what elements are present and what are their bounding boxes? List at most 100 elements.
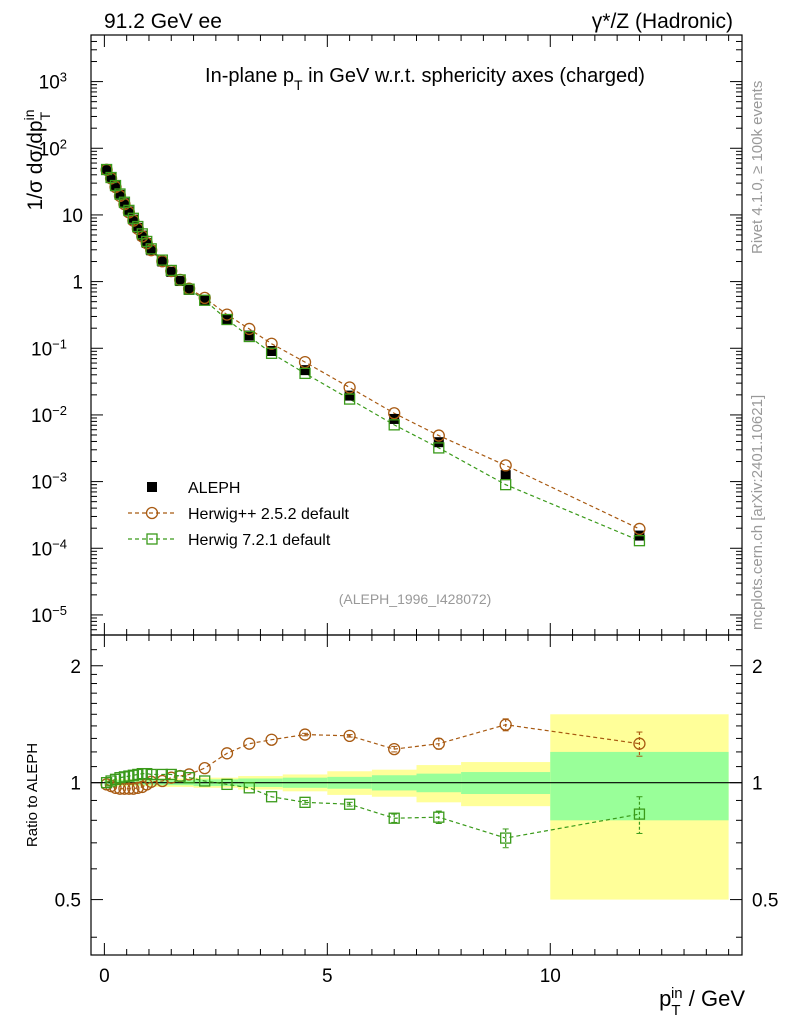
herwig7-ratio-point (145, 768, 157, 781)
herwigpp-ratio-point (343, 729, 356, 742)
herwig7-ratio-point (199, 775, 211, 787)
data-point (101, 164, 112, 175)
data-point (141, 237, 152, 248)
herwigpp-ratio-point (156, 774, 169, 788)
herwig7-point (156, 254, 168, 266)
mcplots-label: mcplots.cern.ch [arXiv:2401.10621] (749, 395, 766, 630)
data-point (157, 256, 168, 267)
y-tick-label: 10−5 (31, 602, 67, 627)
herwig7-point (165, 264, 177, 277)
y-tick-label: 1 (72, 273, 83, 294)
herwig7-point (633, 535, 646, 547)
legend-label-herwig7: Herwig 7.2.1 default (188, 532, 331, 549)
herwigpp-ratio-point (243, 737, 256, 750)
herwigpp-point (499, 459, 512, 472)
y-tick-label: 10−2 (31, 402, 67, 427)
y-tick-label: 10 (62, 206, 83, 227)
x-tick-label: 5 (322, 966, 333, 987)
ratio-y-tick-label: 2 (70, 657, 81, 678)
legend-label-herwigpp: Herwig++ 2.5.2 default (188, 506, 350, 523)
herwig7-ratio-point (633, 808, 646, 820)
herwig7-ratio-point (343, 798, 356, 810)
herwig7-point (500, 478, 512, 491)
y-tick-label: 102 (39, 136, 67, 161)
ratio-y-tick-label: 0.5 (55, 891, 81, 912)
data-point (146, 245, 157, 256)
herwigpp-ratio-point (265, 733, 278, 746)
ratio-y-tick-label: 1 (70, 774, 81, 795)
ratio-y-tick-label-right: 1 (752, 774, 763, 795)
x-tick-label: 10 (540, 966, 561, 987)
ratio-y-label: Ratio to ALEPH (24, 743, 41, 847)
herwig7-point (199, 294, 211, 306)
data-point (266, 345, 277, 356)
data-point (175, 276, 186, 287)
herwigpp-ratio-point (127, 782, 140, 795)
herwigpp-ratio-point (220, 747, 234, 760)
herwig7-ratio-point (174, 770, 186, 782)
y-tick-label: 10−3 (31, 469, 67, 494)
data-point (119, 198, 130, 209)
herwigpp-point (298, 355, 312, 369)
header-left: 91.2 GeV ee (104, 10, 222, 33)
data-point (110, 181, 121, 192)
legend-marker-data (147, 482, 157, 492)
ratio-y-tick-label-right: 2 (752, 657, 763, 678)
data-point (184, 284, 195, 295)
y-tick-label: 10−1 (31, 336, 67, 361)
legend-marker-herwig7 (146, 533, 158, 545)
header-right: γ*/Z (Hadronic) (592, 10, 733, 33)
data-point (244, 330, 255, 341)
herwig7-point (343, 393, 356, 405)
data-point (199, 295, 210, 306)
herwig7-ratio-point (265, 791, 278, 803)
herwigpp-ratio-point (198, 761, 211, 775)
herwig7-ratio-point (433, 811, 445, 823)
herwigpp-ratio-point (432, 737, 445, 750)
ratio-plot: 0.5 0.5 1 1 2 2 0 5 10 Ratio to ALEPH pTin / GeV (24, 634, 778, 1019)
x-tick-label: 0 (99, 966, 110, 987)
legend-marker-herwigpp (145, 506, 159, 520)
herwig7-ratio-point (500, 832, 512, 844)
data-point (344, 390, 355, 401)
data-point (132, 222, 143, 233)
herwigpp-line (106, 169, 640, 530)
data-point (166, 266, 177, 277)
herwig7-ratio-point (221, 778, 233, 791)
herwig7-ratio-point (165, 768, 177, 781)
data-point (137, 230, 148, 241)
herwigpp-point (633, 522, 646, 536)
herwig7-ratio-point (183, 772, 195, 784)
data-point (433, 437, 444, 448)
rivet-label: Rivet 4.1.0, ≥ 100k events (749, 81, 766, 254)
herwigpp-point (343, 381, 356, 394)
ratio-y-tick-label-right: 0.5 (752, 891, 778, 912)
y-tick-label: 10−4 (31, 536, 67, 561)
herwig7-point (174, 274, 186, 286)
herwig7-ratio-point (299, 796, 311, 808)
herwig7-point (388, 419, 400, 431)
herwig7-point (265, 347, 278, 359)
data-point (128, 214, 139, 225)
data-point (106, 172, 117, 183)
herwigpp-ratio-point (122, 782, 136, 795)
y-tick-label: 103 (39, 69, 67, 94)
data-point (123, 206, 134, 217)
data-point (500, 470, 511, 481)
herwig7-point (299, 367, 311, 380)
x-axis-label: pTin / GeV (659, 985, 745, 1019)
svg-text:pTin / GeV: pTin / GeV (659, 985, 745, 1019)
herwig7-point (243, 330, 255, 343)
herwig7-point (221, 313, 233, 326)
herwigpp-ratio-point (633, 737, 646, 750)
analysis-watermark: (ALEPH_1996_I428072) (339, 591, 492, 607)
herwigpp-ratio-point (388, 742, 401, 756)
uncertainty-band-inner (550, 751, 729, 821)
herwig7-point (183, 283, 195, 295)
herwigpp-point (243, 322, 256, 336)
plot-title: In-plane pT in GeV w.r.t. sphericity axe… (205, 65, 645, 93)
herwigpp-point (432, 429, 445, 442)
herwig7-point (145, 243, 157, 255)
herwig7-ratio-point (388, 812, 400, 824)
